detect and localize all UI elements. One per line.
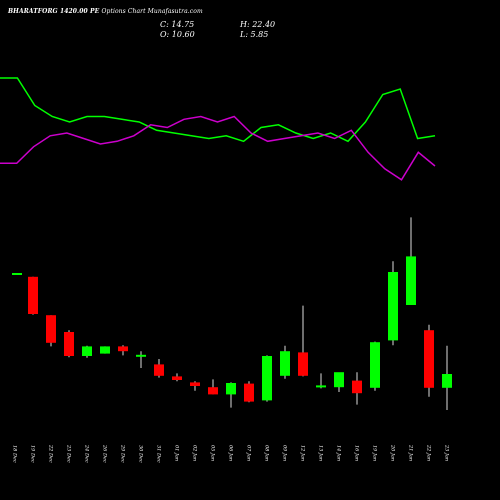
low-value: L: 5.85: [240, 30, 269, 39]
candle-up: [388, 272, 398, 341]
candle-up: [406, 256, 416, 305]
x-tick-label: 14 Jan: [336, 445, 342, 461]
chart-subtitle: Options Chart Munafasutra.com: [101, 8, 203, 15]
x-tick-label: 08 Jan: [264, 445, 270, 461]
candle-up: [316, 385, 326, 388]
x-tick-label: 19 Dec: [30, 445, 36, 463]
candle-down: [424, 330, 434, 388]
x-tick-label: 13 Jan: [318, 445, 324, 461]
candle-down: [352, 380, 362, 394]
magenta-indicator-line: [0, 115, 436, 181]
x-tick-label: 19 Jan: [372, 445, 378, 461]
x-tick-label: 02 Jan: [192, 445, 198, 461]
x-tick-label: 06 Jan: [228, 445, 234, 461]
candle-up: [100, 346, 110, 354]
x-tick-label: 05 Jan: [210, 445, 216, 461]
candles: [28, 217, 452, 410]
candle-up: [370, 342, 380, 388]
close-value: C: 14.75: [160, 20, 195, 29]
x-tick-label: 23 Jan: [444, 444, 450, 461]
x-tick-label: 30 Dec: [138, 445, 144, 463]
x-tick-label: 26 Dec: [102, 444, 108, 463]
x-tick-label: 22 Dec: [48, 444, 54, 463]
x-tick-label: 31 Dec: [156, 445, 162, 463]
candle-up: [280, 351, 290, 376]
green-indicator-line: [0, 77, 436, 143]
x-tick-label: 12 Jan: [300, 445, 306, 461]
overlay-lines: [0, 77, 436, 181]
candle-down: [172, 376, 182, 380]
x-tick-label: 29 Dec: [120, 444, 126, 463]
candle-up: [334, 372, 344, 388]
x-tick-label: 18 Dec: [12, 445, 18, 463]
high-value: H: 22.40: [240, 20, 276, 29]
candle-down: [208, 387, 218, 395]
chart-symbol: BHARATFORG 1420.00 PE: [8, 8, 100, 15]
legend-marker: [12, 273, 22, 275]
x-tick-label: 22 Jan: [426, 444, 432, 461]
candle-down: [190, 382, 200, 386]
candle-down: [46, 315, 56, 343]
candle-up: [442, 374, 452, 388]
x-tick-label: 09 Jan: [282, 445, 288, 461]
candle-down: [118, 346, 128, 352]
open-value: O: 10.60: [160, 30, 195, 39]
candle-up: [262, 356, 272, 401]
candle-up: [82, 346, 92, 356]
x-tick-label: 23 Dec: [66, 444, 72, 463]
candle-down: [298, 352, 308, 376]
x-tick-label: 20 Jan: [390, 444, 396, 461]
x-tick-label: 21 Jan: [408, 444, 414, 461]
candle-up: [226, 383, 236, 395]
candle-up: [136, 354, 146, 357]
candle-down: [64, 332, 74, 356]
chart-title: BHARATFORG 1420.00 PE Options Chart Muna…: [8, 8, 203, 15]
x-tick-label: 07 Jan: [246, 445, 252, 461]
x-tick-label: 24 Dec: [84, 444, 90, 463]
candle-down: [244, 383, 254, 402]
x-tick-label: 01 Jan: [174, 445, 180, 461]
candle-down: [28, 276, 38, 314]
x-tick-label: 16 Jan: [354, 445, 360, 461]
candle-down: [154, 364, 164, 376]
x-axis-labels: 18 Dec 19 Dec 22 Dec 23 Dec 24 Dec 26 Dec 29 D…: [12, 444, 450, 463]
